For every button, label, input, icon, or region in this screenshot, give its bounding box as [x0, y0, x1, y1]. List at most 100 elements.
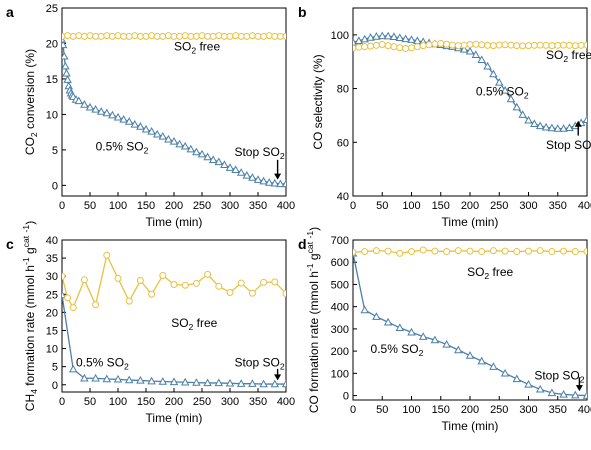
data-point-triangle — [136, 122, 145, 130]
data-point-triangle — [512, 374, 522, 383]
x-tick-label-b: 0 — [350, 200, 356, 212]
data-point-triangle — [366, 33, 375, 41]
data-point-circle — [431, 247, 439, 255]
data-point-triangle — [407, 35, 416, 43]
data-point-circle — [260, 32, 268, 40]
data-point-circle — [466, 247, 474, 255]
data-point-triangle — [530, 119, 539, 127]
y-tick-label-b: 60 — [337, 137, 349, 149]
data-point-circle — [181, 32, 189, 40]
data-point-triangle — [80, 373, 89, 382]
series-line-so2_free — [62, 253, 286, 310]
data-point-triangle — [541, 122, 551, 131]
x-tick-label-d: 150 — [432, 404, 450, 416]
data-point-circle — [355, 43, 363, 51]
data-point-triangle — [248, 173, 257, 181]
data-point-circle — [530, 41, 538, 49]
data-point-triangle — [175, 139, 184, 148]
data-point-triangle — [91, 105, 100, 113]
data-point-circle — [372, 41, 380, 49]
data-point-circle — [353, 44, 357, 52]
data-point-circle — [64, 32, 72, 40]
x-tick-label-b: 200 — [461, 200, 479, 212]
data-point-triangle — [108, 110, 117, 119]
data-point-circle — [390, 43, 398, 51]
data-point-circle — [454, 247, 462, 255]
stop-so2-arrowhead-b — [574, 120, 582, 127]
annotation-b: SO2 free — [546, 48, 591, 64]
x-tick-label-d: 250 — [490, 404, 508, 416]
x-tick-label-a: 350 — [249, 200, 267, 212]
panel-a: a 0 50 100 150 200 250 300 350 400 0 5 10 15 20 25 Time … — [6, 3, 295, 229]
data-point-circle — [536, 41, 544, 49]
x-axis-label-c: Time (min) — [146, 411, 203, 425]
panel-label-d: d — [298, 236, 307, 252]
data-point-circle — [265, 32, 273, 40]
x-tick-label-b: 300 — [519, 200, 537, 212]
annotation-a: Stop SO2 — [234, 145, 284, 161]
data-point-triangle — [85, 102, 95, 111]
data-point-circle — [198, 32, 206, 40]
data-point-triangle — [236, 168, 246, 176]
data-point-circle — [361, 248, 369, 256]
panel-label-c: c — [6, 236, 14, 252]
data-point-circle — [425, 41, 433, 49]
data-point-circle — [372, 247, 380, 255]
data-point-circle — [519, 42, 527, 50]
y-tick-label-b: 100 — [331, 30, 349, 42]
y-tick-label-d: 200 — [331, 346, 349, 358]
annotation-b: 0.5% SO2 — [476, 84, 529, 100]
x-tick-label-b: 150 — [432, 200, 450, 212]
data-point-circle — [226, 32, 234, 40]
x-tick-label-a: 150 — [137, 200, 155, 212]
data-point-circle — [103, 32, 111, 40]
data-point-triangle — [141, 124, 151, 133]
data-point-triangle — [471, 50, 481, 58]
data-point-circle — [260, 278, 268, 286]
data-point-circle — [501, 41, 509, 49]
data-point-circle — [62, 272, 66, 280]
data-point-circle — [248, 289, 256, 297]
panel-label-a: a — [6, 4, 14, 20]
x-tick-label-b: 250 — [490, 200, 508, 212]
data-point-triangle — [395, 33, 405, 42]
data-point-triangle — [477, 55, 486, 64]
data-point-circle — [226, 288, 234, 296]
data-point-circle — [170, 281, 178, 289]
y-tick-label-c: 25 — [46, 289, 58, 301]
data-point-triangle — [383, 317, 393, 326]
x-tick-label-c: 150 — [137, 396, 155, 408]
data-point-circle — [80, 32, 88, 40]
x-tick-label-c: 250 — [193, 396, 211, 408]
data-point-triangle — [158, 377, 168, 385]
data-point-triangle — [214, 378, 224, 387]
data-point-triangle — [500, 86, 510, 94]
data-point-triangle — [459, 44, 469, 53]
data-point-circle — [513, 248, 521, 256]
x-tick-label-b: 400 — [578, 200, 591, 212]
x-tick-label-c: 400 — [277, 396, 295, 408]
data-point-circle — [237, 279, 245, 287]
data-point-circle — [204, 270, 212, 278]
data-point-triangle — [559, 124, 568, 132]
x-tick-label-a: 250 — [193, 200, 211, 212]
data-point-circle — [97, 32, 105, 40]
data-point-triangle — [102, 108, 112, 117]
data-point-circle — [384, 42, 392, 50]
panel-c: c 0 50 100 150 200 250 300 350 400 0 5 10 15 20 25 30 35 4… — [6, 221, 295, 425]
data-point-triangle — [158, 131, 168, 140]
y-tick-label-b: 40 — [337, 191, 349, 203]
x-tick-label-d: 50 — [376, 404, 388, 416]
y-tick-label-d: 0 — [343, 391, 349, 403]
data-point-triangle — [407, 327, 416, 336]
data-point-circle — [507, 41, 515, 49]
data-point-triangle — [553, 124, 562, 132]
data-point-triangle — [524, 380, 533, 388]
data-point-triangle — [483, 61, 492, 70]
x-tick-label-a: 50 — [84, 200, 96, 212]
stop-so2-arrowhead-c — [274, 374, 282, 381]
data-point-circle — [396, 249, 404, 257]
data-point-circle — [448, 41, 456, 49]
data-point-triangle — [231, 165, 240, 173]
